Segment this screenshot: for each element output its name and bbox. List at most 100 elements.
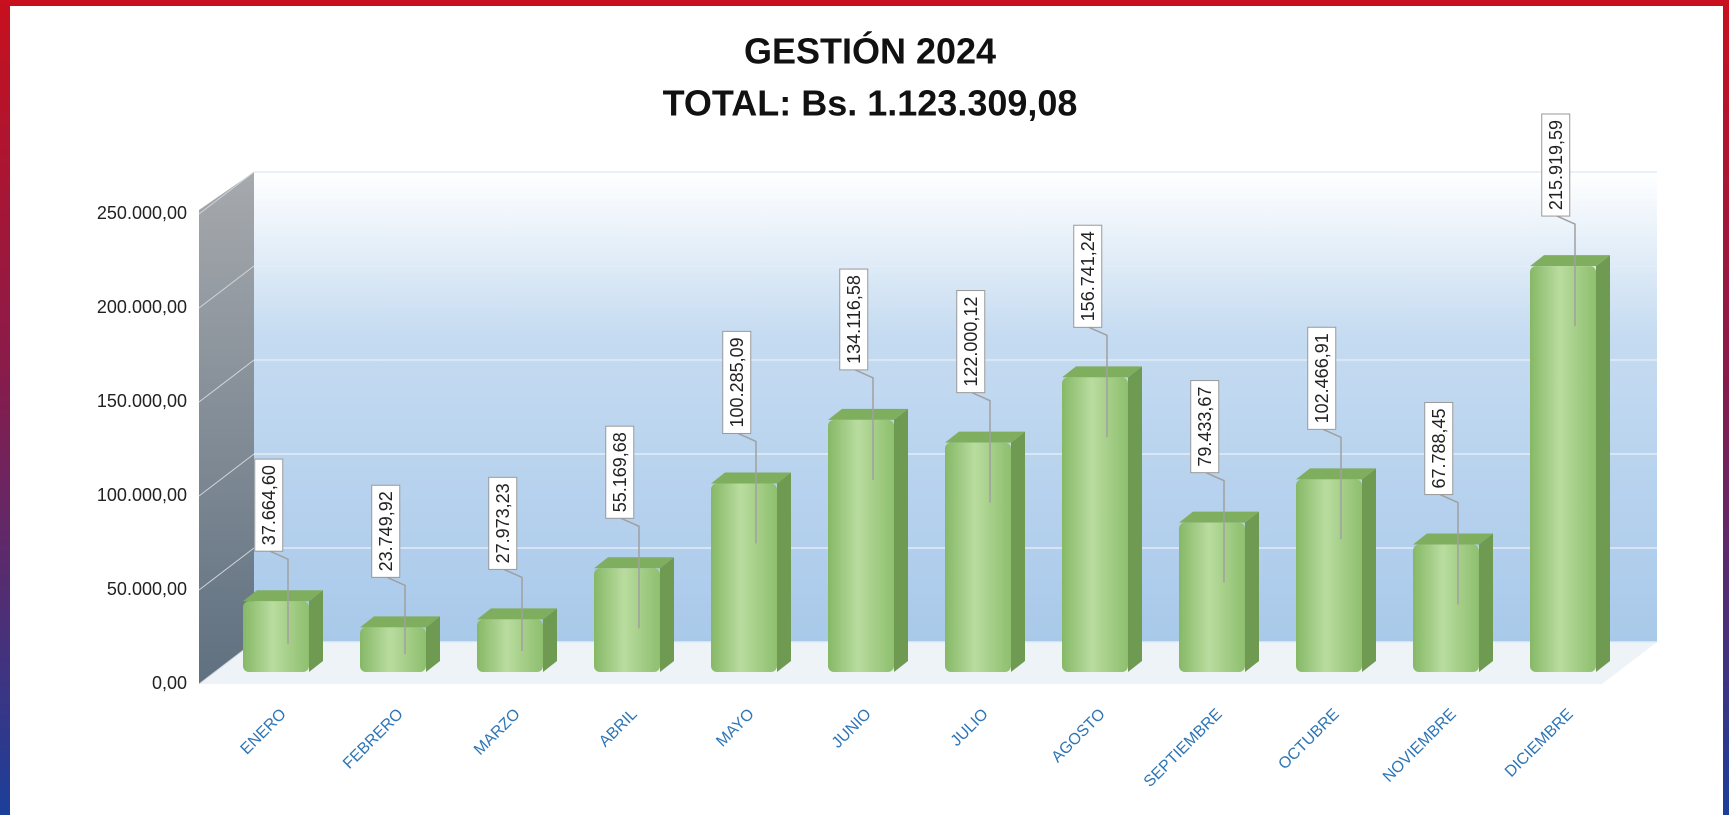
bar-side [1596, 255, 1610, 672]
data-label-box [254, 458, 284, 552]
bar-top [594, 557, 674, 569]
data-label-box [1541, 113, 1571, 217]
x-tick-label: MARZO [471, 706, 524, 759]
data-label-group: 215.919,59 [1541, 113, 1571, 217]
bar-side [543, 608, 557, 672]
side-wall [199, 172, 254, 684]
data-label: 23.749,92 [376, 491, 396, 571]
x-tick-label: MAYO [713, 706, 758, 751]
data-label-box [956, 290, 986, 394]
y-tick-label: 150.000,00 [97, 391, 187, 411]
grid-line [198, 171, 255, 215]
x-tick-label: DICIEMBRE [1502, 706, 1577, 781]
bar [594, 568, 660, 672]
data-label: 27.973,23 [493, 483, 513, 563]
x-tick-label: ABRIL [596, 706, 641, 751]
bar-top [243, 590, 323, 602]
bar [1530, 266, 1596, 672]
x-tick-label: SEPTIEMBRE [1141, 706, 1226, 791]
data-label: 156.741,24 [1078, 231, 1098, 321]
y-tick-label: 0,00 [152, 673, 187, 693]
bar-top [1179, 511, 1259, 523]
bar-top [1530, 255, 1610, 267]
data-label: 134.116,58 [844, 275, 864, 364]
bar [1296, 479, 1362, 672]
bar-top [945, 431, 1025, 443]
data-label-box [371, 484, 401, 578]
data-label: 102.466,91 [1312, 333, 1332, 423]
data-label: 100.285,09 [727, 337, 747, 427]
bar-side [426, 616, 440, 672]
floor [199, 642, 1657, 684]
bar [477, 619, 543, 672]
leader-line [854, 369, 874, 480]
data-label: 122.000,12 [961, 297, 981, 387]
bar-side [1245, 511, 1259, 672]
leader-line [269, 550, 289, 644]
leader-line [620, 517, 640, 629]
bar-top [1296, 468, 1376, 480]
leader-line [1439, 493, 1459, 605]
x-tick-label: FEBRERO [340, 706, 407, 773]
bar [828, 419, 894, 672]
x-tick-label: NOVIEMBRE [1380, 706, 1460, 786]
bar-top [711, 472, 791, 484]
chart-title: GESTIÓN 2024 [744, 30, 996, 72]
data-label-group: 100.285,09 [722, 330, 752, 434]
bar-top [360, 616, 440, 628]
bar-side [660, 557, 674, 672]
bar [945, 442, 1011, 672]
y-tick-label: 50.000,00 [107, 579, 187, 599]
bar-top [828, 408, 908, 420]
data-label-group: 156.741,24 [1073, 224, 1103, 328]
grid-line [198, 265, 255, 309]
bar-top [477, 608, 557, 620]
data-label-box [1190, 380, 1220, 474]
bar-side [777, 472, 791, 672]
bar-side [1479, 533, 1493, 672]
x-tick-label: OCTUBRE [1275, 706, 1342, 773]
data-label-group: 134.116,58 [839, 268, 869, 371]
data-label-group: 122.000,12 [956, 290, 986, 394]
data-label-group: 27.973,23 [488, 476, 518, 570]
data-label: 67.788,45 [1429, 408, 1449, 488]
grid-line [198, 547, 255, 591]
data-label-group: 79.433,67 [1190, 380, 1220, 474]
grid-line [198, 453, 255, 497]
x-tick-label: JUNIO [829, 706, 875, 752]
data-label-group: 23.749,92 [371, 484, 401, 578]
data-label-group: 55.169,68 [605, 425, 635, 519]
leader-line [737, 432, 757, 544]
chart-subtitle: TOTAL: Bs. 1.123.309,08 [663, 83, 1078, 124]
data-label-box [1073, 224, 1103, 328]
leader-line [1205, 471, 1225, 583]
leader-line [1556, 215, 1576, 327]
bar-top [1062, 366, 1142, 378]
bar-side [1128, 366, 1142, 672]
bar-side [894, 408, 908, 672]
data-label: 215.919,59 [1546, 120, 1566, 210]
x-tick-label: AGOSTO [1049, 706, 1109, 766]
bar [1413, 544, 1479, 672]
grid-line [198, 359, 255, 403]
data-label-box [1307, 326, 1337, 430]
data-label: 55.169,68 [610, 432, 630, 512]
bar [243, 601, 309, 672]
data-label-group: 37.664,60 [254, 458, 284, 552]
x-tick-label: ENERO [238, 706, 290, 758]
bar [360, 627, 426, 672]
bar [1179, 522, 1245, 672]
data-label-group: 102.466,91 [1307, 326, 1337, 430]
leader-line [1088, 326, 1108, 438]
bar-side [1362, 468, 1376, 672]
data-label-box [1424, 401, 1454, 496]
data-label-box [839, 268, 869, 371]
y-tick-label: 200.000,00 [97, 297, 187, 317]
y-tick-label: 100.000,00 [97, 485, 187, 505]
data-label-box [722, 330, 752, 434]
y-tick-label: 250.000,00 [97, 203, 187, 223]
leader-line [503, 568, 523, 651]
bar [1062, 377, 1128, 672]
